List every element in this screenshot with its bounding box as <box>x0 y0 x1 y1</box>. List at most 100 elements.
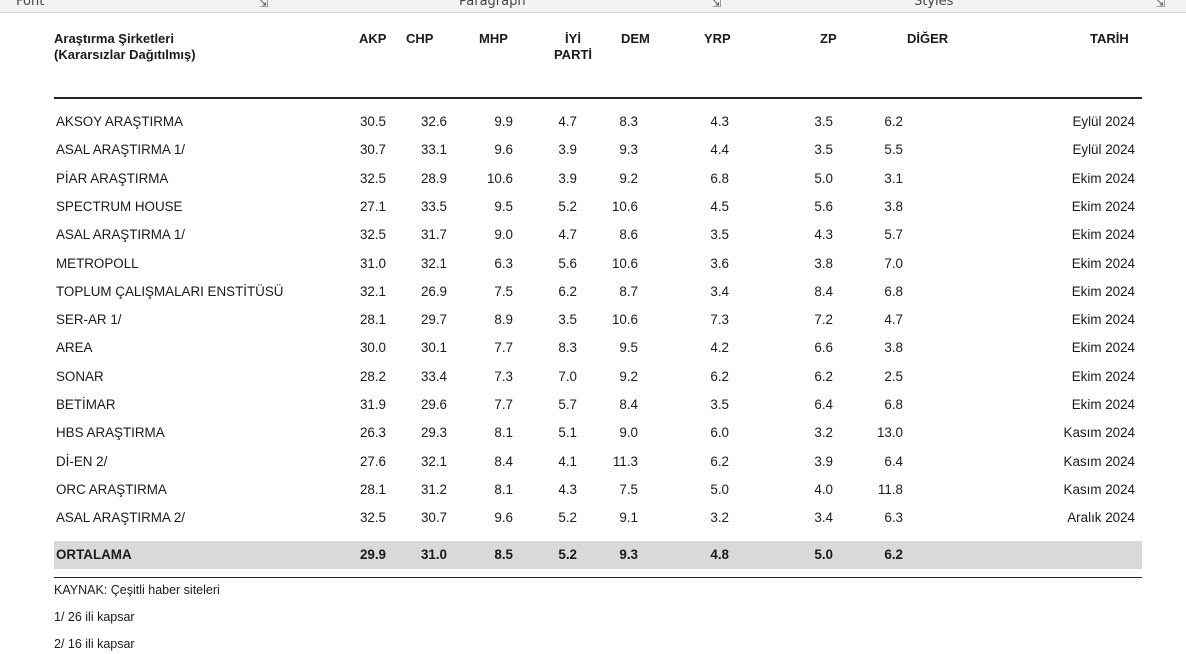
cell-mhp: 9.6 <box>494 142 513 158</box>
table-row: METROPOLL 31.0 32.1 6.3 5.6 10.6 3.6 3.8 7.0 Ekim… <box>54 250 1142 278</box>
cell-chp: 32.6 <box>420 114 447 129</box>
cell-tarih: Ekim 2024 <box>1071 255 1135 271</box>
cell-tarih: Ekim 2024 <box>1071 397 1135 412</box>
cell-tarih: Ekim 2024 <box>1071 198 1135 214</box>
cell-company: ASAL ARAŞTIRMA 2/ <box>56 510 185 526</box>
header-company: Araştırma Şirketleri (Kararsızlar Dağıtı… <box>54 31 196 62</box>
header-diger: DİĞER <box>907 31 949 46</box>
cell-akp: 32.5 <box>359 170 386 186</box>
cell-mhp: 7.7 <box>494 397 513 412</box>
cell-chp: 30.1 <box>420 340 447 356</box>
cell-mhp: 8.1 <box>494 481 513 497</box>
cell-chp: 31.0 <box>420 546 447 562</box>
header-yrp: YRP <box>704 31 731 46</box>
cell-diger: 6.8 <box>884 283 903 299</box>
cell-zp: 3.9 <box>814 453 833 469</box>
cell-iyi: 5.6 <box>558 255 577 271</box>
header-dem: DEM <box>621 31 650 46</box>
cell-zp: 3.2 <box>814 425 833 441</box>
cell-chp: 33.5 <box>420 198 447 214</box>
table-row: AREA 30.0 30.1 7.7 8.3 9.5 4.2 6.6 3.8 Ekim 2024 <box>54 334 1142 362</box>
cell-iyi: 4.7 <box>558 227 577 243</box>
cell-company: METROPOLL <box>56 255 139 271</box>
average-row: ORTALAMA 29.9 31.0 8.5 5.2 9.3 4.8 5.0 6.2 <box>54 540 1142 569</box>
cell-dem: 8.4 <box>619 397 638 412</box>
cell-akp: 32.5 <box>359 227 386 243</box>
cell-tarih: Aralık 2024 <box>1067 510 1135 526</box>
cell-tarih: Eylül 2024 <box>1072 142 1135 158</box>
table-row: SONAR 28.2 33.4 7.3 7.0 9.2 6.2 6.2 2.5 Ekim 2024 <box>54 363 1142 391</box>
cell-diger: 6.2 <box>884 546 903 562</box>
cell-tarih: Ekim 2024 <box>1071 368 1135 384</box>
cell-zp: 5.0 <box>814 170 833 186</box>
cell-zp: 3.5 <box>814 142 833 158</box>
cell-dem: 8.7 <box>619 283 638 299</box>
cell-yrp: 4.8 <box>710 546 729 562</box>
table-row: Dİ-EN 2/27.6 32.1 8.4 4.1 11.3 6.2 3.9 6.4 Kasım… <box>54 448 1142 476</box>
cell-mhp: 8.4 <box>494 453 513 469</box>
cell-diger: 3.8 <box>884 198 903 214</box>
cell-company: SER-AR 1/ <box>56 312 122 328</box>
cell-akp: 29.9 <box>359 546 386 562</box>
cell-mhp: 9.6 <box>494 510 513 526</box>
cell-iyi: 7.0 <box>558 368 577 384</box>
paragraph-dialog-launcher-icon[interactable]: ⇲ <box>712 0 722 10</box>
header-zp: ZP <box>820 31 837 46</box>
cell-akp: 30.5 <box>359 114 386 129</box>
cell-diger: 2.5 <box>884 368 903 384</box>
cell-zp: 7.2 <box>814 312 833 328</box>
font-dialog-launcher-icon[interactable]: ⇲ <box>259 0 269 10</box>
cell-mhp: 9.5 <box>494 198 513 214</box>
cell-akp: 28.1 <box>359 312 386 328</box>
cell-dem: 11.3 <box>612 453 638 469</box>
cell-iyi: 8.3 <box>558 340 577 356</box>
cell-mhp: 9.0 <box>494 227 513 243</box>
cell-dem: 10.6 <box>611 198 638 214</box>
cell-zp: 6.4 <box>814 397 833 412</box>
cell-chp: 33.4 <box>420 368 447 384</box>
cell-mhp: 9.9 <box>494 114 513 129</box>
styles-dialog-launcher-icon[interactable]: ⇲ <box>1156 0 1166 10</box>
footnote: 1/ 26 ili kapsar <box>54 610 135 624</box>
table-row: ASAL ARAŞTIRMA 1/30.7 33.1 9.6 3.9 9.3 4.4 3.5… <box>54 136 1142 164</box>
cell-akp: 27.6 <box>359 453 386 469</box>
cell-chp: 33.1 <box>420 142 447 158</box>
cell-iyi: 5.7 <box>558 397 577 412</box>
cell-akp: 31.9 <box>359 397 386 412</box>
cell-tarih: Ekim 2024 <box>1071 170 1135 186</box>
cell-dem: 7.5 <box>619 481 638 497</box>
ribbon-group-paragraph[interactable]: Paragraph <box>459 0 526 9</box>
header-akp: AKP <box>359 31 387 46</box>
cell-mhp: 7.5 <box>494 283 513 299</box>
ribbon-group-font[interactable]: Font <box>16 0 45 9</box>
table-row: BETİMAR 31.9 29.6 7.7 5.7 8.4 3.5 6.4 6.8 Ekim 20… <box>54 391 1142 419</box>
cell-akp: 31.0 <box>359 255 386 271</box>
cell-chp: 32.1 <box>420 255 447 271</box>
cell-tarih: Ekim 2024 <box>1071 283 1135 299</box>
cell-iyi: 5.1 <box>558 425 577 441</box>
bottom-rule <box>54 576 1142 578</box>
cell-zp: 4.3 <box>814 227 833 243</box>
header-tarih: TARİH <box>1090 31 1129 46</box>
header-iyi-parti: İYİ PARTİ <box>553 31 593 62</box>
cell-diger: 11.8 <box>877 481 903 497</box>
cell-yrp: 4.5 <box>710 198 729 214</box>
cell-dem: 9.0 <box>619 425 638 441</box>
cell-dem: 10.6 <box>611 255 638 271</box>
ribbon-group-styles[interactable]: Styles <box>914 0 954 9</box>
cell-dem: 8.3 <box>619 114 638 129</box>
cell-dem: 9.3 <box>619 142 638 158</box>
source-note: KAYNAK: Çeşitli haber siteleri <box>54 583 220 597</box>
cell-yrp: 4.2 <box>710 340 729 356</box>
cell-dem: 8.6 <box>619 227 638 243</box>
cell-tarih: Ekim 2024 <box>1071 227 1135 243</box>
cell-chp: 26.9 <box>420 283 447 299</box>
document-canvas[interactable]: Araştırma Şirketleri (Kararsızlar Dağıtı… <box>0 13 1186 654</box>
cell-akp: 32.5 <box>359 510 386 526</box>
cell-diger: 7.0 <box>884 255 903 271</box>
cell-yrp: 4.3 <box>710 114 729 129</box>
cell-dem: 10.6 <box>611 312 638 328</box>
cell-iyi: 4.3 <box>558 481 577 497</box>
cell-dem: 9.2 <box>619 368 638 384</box>
cell-dem: 9.5 <box>619 340 638 356</box>
